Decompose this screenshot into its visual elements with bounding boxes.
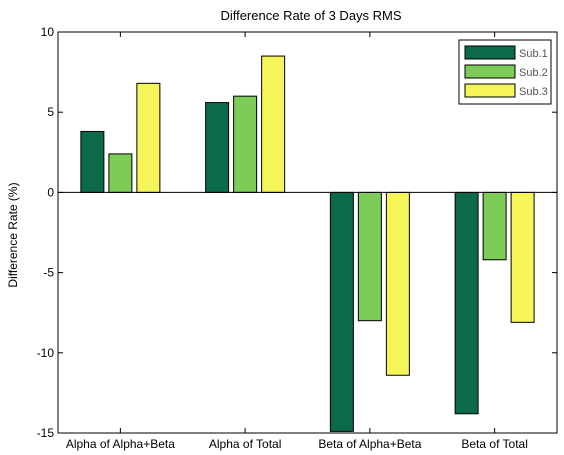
y-tick-label: 0 <box>47 185 54 199</box>
legend-label: Sub.1 <box>519 48 548 60</box>
bar-sub-2-3 <box>357 191 382 322</box>
y-axis-label: Difference Rate (%) <box>6 182 20 287</box>
bar-sub-3-2 <box>261 55 286 193</box>
bar-sub-1-3 <box>329 191 354 432</box>
x-axis-ticks: Alpha of Alpha+Beta Alpha of Total Beta of… <box>66 32 528 451</box>
chart-title: Difference Rate of 3 Days RMS <box>220 8 401 23</box>
bar-sub-1-4 <box>454 191 479 415</box>
legend-swatch <box>464 83 516 98</box>
legend: Sub.1 Sub.2 Sub.3 <box>458 39 552 105</box>
x-tick-label: Alpha of Total <box>209 437 282 451</box>
bar-sub-2-2 <box>233 95 258 193</box>
bar-sub-2-1 <box>108 153 133 193</box>
legend-swatch <box>464 45 516 60</box>
legend-label: Sub.3 <box>519 86 548 98</box>
bar-sub-3-1 <box>136 82 161 193</box>
bar-sub-3-3 <box>385 191 410 376</box>
y-tick-label: -10 <box>37 346 55 360</box>
bar-sub-1-2 <box>205 102 230 193</box>
bar-sub-2-4 <box>482 191 507 261</box>
legend-swatch <box>464 64 516 79</box>
y-tick-label: 10 <box>41 25 55 39</box>
plot-frame <box>57 31 558 434</box>
legend-label: Sub.2 <box>519 67 548 79</box>
x-tick-label: Beta of Total <box>461 437 528 451</box>
bar-sub-3-4 <box>510 191 535 323</box>
x-tick-label: Beta of Alpha+Beta <box>318 437 421 451</box>
x-tick-label: Alpha of Alpha+Beta <box>66 437 175 451</box>
y-axis-ticks: 10 5 0 -5 -10 -15 <box>37 25 557 440</box>
bar-sub-1-1 <box>80 130 105 193</box>
y-tick-label: 5 <box>47 105 54 119</box>
y-tick-label: -15 <box>37 426 55 440</box>
bars-group <box>80 55 535 432</box>
y-tick-label: -5 <box>43 266 54 280</box>
